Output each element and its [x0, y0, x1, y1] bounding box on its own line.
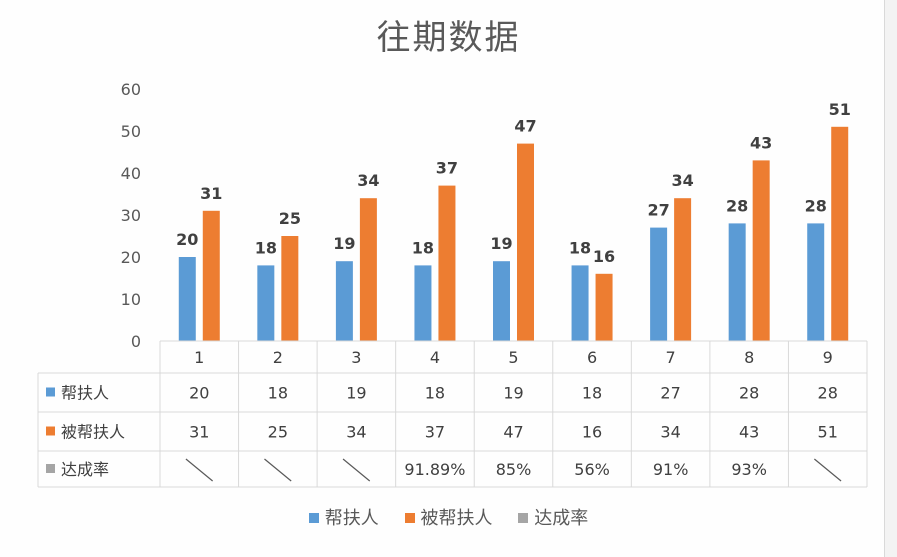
row-header: 达成率	[61, 460, 109, 479]
bar	[517, 143, 534, 341]
table-cell-value: 18	[582, 384, 602, 403]
data-label: 51	[829, 100, 851, 119]
table-cell-value: 28	[739, 384, 759, 403]
bar	[674, 198, 692, 341]
chart-title: 往期数据	[376, 18, 521, 58]
y-tick-label: 10	[121, 290, 141, 309]
table-cell-value: 91.89%	[404, 460, 465, 479]
y-tick-label: 40	[121, 164, 141, 183]
table-cell-value: 85%	[496, 460, 532, 479]
data-label: 28	[726, 196, 748, 215]
bar	[359, 198, 377, 341]
table-cell-value: 37	[425, 423, 445, 442]
data-label: 20	[176, 230, 198, 249]
data-label: 27	[647, 201, 669, 220]
bar	[414, 265, 432, 341]
legend-label: 被帮扶人	[420, 508, 493, 529]
table-cell-value: 27	[660, 384, 680, 403]
table-cell-value: 19	[346, 384, 366, 403]
data-label: 19	[490, 234, 512, 253]
data-label: 19	[333, 234, 355, 253]
category-label: 9	[823, 348, 833, 367]
table-cell-value: 16	[582, 423, 602, 442]
data-label: 28	[805, 196, 827, 215]
data-label: 43	[750, 133, 772, 152]
data-label: 25	[279, 209, 301, 228]
legend-item-rate: 达成率	[518, 504, 588, 530]
y-tick-label: 20	[121, 248, 141, 267]
row-header: 帮扶人	[61, 384, 109, 403]
legend-label: 达成率	[534, 508, 589, 529]
bar	[281, 236, 299, 341]
legend-swatch	[308, 513, 319, 523]
category-label: 2	[273, 348, 283, 367]
data-label: 31	[200, 184, 222, 203]
row-header: 被帮扶人	[61, 423, 125, 442]
table-cell-value: 20	[189, 384, 209, 403]
table-cell-value: 18	[268, 384, 288, 403]
bar	[650, 227, 668, 341]
data-label: 18	[255, 238, 277, 257]
table-cell-value: 19	[503, 384, 523, 403]
bar	[178, 257, 196, 341]
category-label: 5	[508, 348, 518, 367]
data-label: 34	[671, 171, 693, 190]
row-legend-key	[46, 426, 55, 436]
data-label: 34	[357, 171, 379, 190]
sheet-edge	[884, 0, 897, 557]
data-label: 37	[436, 159, 458, 178]
y-tick-label: 0	[131, 332, 141, 351]
empty-cell-slash	[264, 458, 292, 482]
bar	[335, 261, 353, 341]
empty-cell-slash	[185, 458, 214, 482]
table-cell-value: 34	[660, 423, 680, 442]
data-label: 47	[514, 117, 536, 136]
table-cell-value: 91%	[653, 460, 689, 479]
bar	[202, 210, 220, 341]
empty-cell-slash	[813, 458, 842, 482]
table-cell-value: 25	[268, 423, 288, 442]
legend-label: 帮扶人	[324, 508, 379, 529]
bar	[728, 223, 746, 341]
category-label: 3	[351, 348, 361, 367]
bar	[595, 273, 613, 341]
category-label: 6	[587, 348, 597, 367]
y-tick-label: 50	[121, 122, 141, 141]
table-cell-value: 51	[818, 423, 838, 442]
bar	[752, 160, 770, 341]
bar	[831, 126, 849, 341]
legend-swatch	[518, 513, 529, 523]
data-label: 16	[593, 247, 615, 266]
row-legend-key	[46, 387, 55, 397]
bar	[438, 185, 456, 341]
table-cell-value: 47	[503, 423, 523, 442]
table-cell-value: 34	[346, 423, 366, 442]
bar	[807, 223, 825, 341]
empty-cell-slash	[342, 458, 371, 482]
category-label: 4	[430, 348, 440, 367]
data-label: 18	[569, 238, 591, 257]
table-cell-value: 31	[189, 423, 209, 442]
y-tick-label: 30	[121, 206, 141, 225]
table-cell-value: 43	[739, 423, 759, 442]
bar	[493, 261, 510, 341]
table-cell-value: 18	[425, 384, 445, 403]
bar	[257, 265, 275, 341]
row-legend-key	[46, 464, 55, 473]
legend: 帮扶人 被帮扶人 达成率	[0, 504, 897, 530]
y-tick-label: 60	[121, 80, 141, 99]
table-cell-value: 28	[818, 384, 838, 403]
legend-item-helped: 被帮扶人	[404, 504, 493, 530]
legend-item-helpers: 帮扶人	[308, 504, 379, 530]
category-label: 7	[666, 348, 676, 367]
table-cell-value: 93%	[731, 460, 767, 479]
category-label: 8	[744, 348, 754, 367]
bar	[571, 265, 589, 341]
data-label: 18	[412, 238, 434, 257]
table-cell-value: 56%	[574, 460, 610, 479]
category-label: 1	[194, 348, 204, 367]
legend-swatch	[404, 513, 415, 523]
